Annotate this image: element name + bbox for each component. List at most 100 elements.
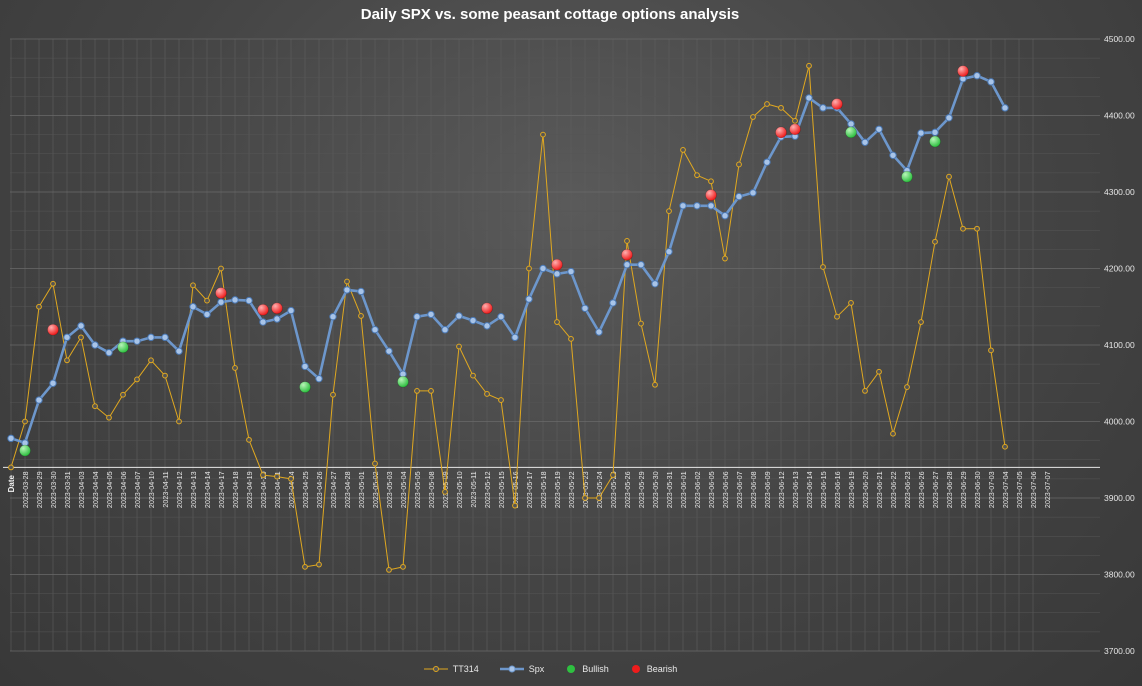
x-tick-label: 2023-05-23: [581, 471, 590, 508]
bearish-marker: [257, 304, 269, 316]
x-tick-label: 2023-05-26: [623, 471, 632, 508]
spx-point: [427, 310, 435, 319]
x-tick-label: 2023-06-01: [679, 471, 688, 508]
spx-point: [315, 374, 323, 383]
x-tick-label: 2023-06-12: [777, 471, 786, 508]
bearish-marker: [481, 302, 493, 315]
tt314-point: [442, 488, 448, 495]
spx-point: [301, 362, 309, 371]
bullish-marker: [117, 341, 129, 354]
y-tick-label: 4000.00: [1104, 417, 1135, 427]
spx-point: [343, 286, 351, 294]
legend-label-spx: Spx: [528, 664, 545, 674]
x-tick-label: 2023-05-19: [553, 471, 562, 508]
x-tick-label: 2023-05-01: [357, 471, 366, 508]
x-tick-label: 2023-03-29: [35, 471, 44, 508]
bearish-marker: [775, 126, 787, 139]
tt314-point: [148, 357, 154, 364]
spx-point: [749, 189, 757, 197]
y-tick-label: 4300.00: [1104, 187, 1135, 197]
spx-point: [469, 316, 477, 325]
x-tick-label: 2023-04-18: [231, 471, 240, 508]
spx-point: [133, 337, 141, 345]
x-tick-label: 2023-06-14: [805, 471, 814, 508]
x-tick-label: 2023-04-12: [175, 471, 184, 508]
spx-point: [861, 138, 869, 146]
legend-item-bearish: Bearish: [629, 664, 677, 674]
spx-point: [623, 260, 631, 269]
x-tick-label: 2023-05-08: [427, 471, 436, 508]
spx-point: [7, 434, 15, 443]
x-tick-label: 2023-04-27: [329, 471, 338, 508]
spx-point: [245, 296, 253, 305]
x-tick-label: 2023-05-15: [497, 471, 506, 508]
tt314-point: [666, 208, 672, 215]
x-tick-label: 2023-05-24: [595, 471, 604, 508]
spx-point: [539, 264, 547, 273]
x-tick-label: 2023-04-21: [273, 471, 282, 508]
spx-point: [581, 304, 589, 312]
tt314-point: [820, 264, 826, 270]
tt314-point: [330, 391, 336, 398]
tt314-point: [694, 172, 700, 179]
tt314-point: [750, 114, 756, 120]
tt314-point: [988, 347, 994, 354]
spx-point: [973, 72, 981, 80]
spx-point: [91, 341, 99, 349]
chart-title: Daily SPX vs. some peasant cottage optio…: [360, 6, 740, 23]
spx-point: [819, 104, 827, 112]
tt314-point: [358, 313, 364, 319]
tt314-point: [190, 282, 196, 289]
spx-point: [259, 318, 267, 326]
bearish-marker: [621, 248, 633, 261]
tt314-point: [246, 436, 252, 443]
bearish-marker: [47, 323, 59, 336]
tt314-point: [764, 101, 770, 107]
x-tick-label: 2023-06-07: [735, 471, 744, 508]
x-tick-label: 2023-06-09: [763, 471, 772, 508]
spx-point: [511, 333, 519, 342]
x-tick-label: 2023-04-14: [203, 471, 212, 508]
spx-point: [987, 78, 995, 86]
x-tick-label: 2023-06-13: [791, 471, 800, 508]
spx-point: [105, 348, 113, 357]
x-tick-label: 2023-06-26: [917, 471, 926, 508]
tt314-point: [260, 472, 266, 478]
spx-point: [847, 120, 855, 128]
tt314-point: [456, 343, 462, 350]
y-tick-label: 3900.00: [1104, 493, 1135, 503]
tt314-point: [386, 567, 392, 573]
x-axis-title: Date: [7, 475, 16, 493]
x-tick-label: 2023-06-22: [889, 471, 898, 508]
tt314-point: [680, 147, 686, 153]
spx-point: [441, 326, 449, 334]
legend-item-spx: Spx: [499, 664, 545, 674]
x-tick-label: 2023-04-10: [147, 471, 156, 508]
tt314-point: [652, 381, 658, 388]
bearish-marker: [789, 123, 801, 136]
spx-point: [35, 396, 43, 404]
spx-point: [679, 202, 687, 210]
tt314-point: [232, 365, 238, 371]
spx-point: [357, 287, 365, 296]
tt314-point: [974, 225, 980, 232]
x-tick-label: 2023-04-20: [259, 471, 268, 508]
x-tick-label: 2023-04-24: [287, 471, 296, 508]
tt314-point: [848, 300, 854, 306]
tt314-point: [736, 161, 742, 168]
tt314-point: [778, 104, 784, 111]
x-tick-label: 2023-06-06: [721, 471, 730, 508]
y-tick-label: 3800.00: [1104, 570, 1135, 580]
tt314-point: [624, 238, 630, 244]
x-tick-label: 2023-06-29: [959, 471, 968, 508]
x-tick-label: 2023-06-20: [861, 471, 870, 508]
tt314-point: [428, 388, 434, 394]
tt314-point: [722, 255, 728, 262]
spx-point: [637, 260, 645, 269]
tt314-point: [134, 376, 140, 383]
x-tick-label: 2023-04-11: [161, 471, 170, 507]
spx-point: [945, 114, 953, 122]
tt314-point: [302, 563, 308, 570]
tt314-point: [540, 131, 546, 138]
y-tick-label: 4500.00: [1104, 34, 1135, 44]
